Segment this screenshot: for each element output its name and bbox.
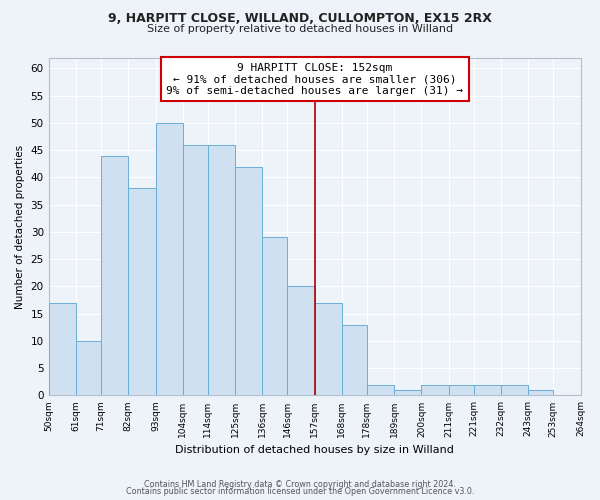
Text: 9 HARPITT CLOSE: 152sqm
← 91% of detached houses are smaller (306)
9% of semi-de: 9 HARPITT CLOSE: 152sqm ← 91% of detache… (166, 62, 463, 96)
Bar (262, 238, 287, 396)
Bar (473, 384, 501, 396)
Text: Contains public sector information licensed under the Open Government Licence v3: Contains public sector information licen… (126, 487, 474, 496)
Bar (529, 390, 553, 396)
Bar (155, 123, 183, 396)
Bar (128, 188, 155, 396)
Bar (208, 144, 235, 396)
Bar (394, 390, 421, 396)
X-axis label: Distribution of detached houses by size in Willand: Distribution of detached houses by size … (175, 445, 454, 455)
Text: Contains HM Land Registry data © Crown copyright and database right 2024.: Contains HM Land Registry data © Crown c… (144, 480, 456, 489)
Bar (342, 324, 367, 396)
Bar (183, 144, 208, 396)
Bar (235, 166, 262, 396)
Y-axis label: Number of detached properties: Number of detached properties (15, 144, 25, 308)
Text: 9, HARPITT CLOSE, WILLAND, CULLOMPTON, EX15 2RX: 9, HARPITT CLOSE, WILLAND, CULLOMPTON, E… (108, 12, 492, 26)
Bar (449, 384, 473, 396)
Bar (49, 303, 76, 396)
Bar (501, 384, 529, 396)
Bar (314, 303, 342, 396)
Bar (76, 341, 101, 396)
Bar (421, 384, 449, 396)
Text: Size of property relative to detached houses in Willand: Size of property relative to detached ho… (147, 24, 453, 34)
Bar (287, 286, 314, 396)
Bar (101, 156, 128, 396)
Bar (581, 390, 600, 396)
Bar (367, 384, 394, 396)
